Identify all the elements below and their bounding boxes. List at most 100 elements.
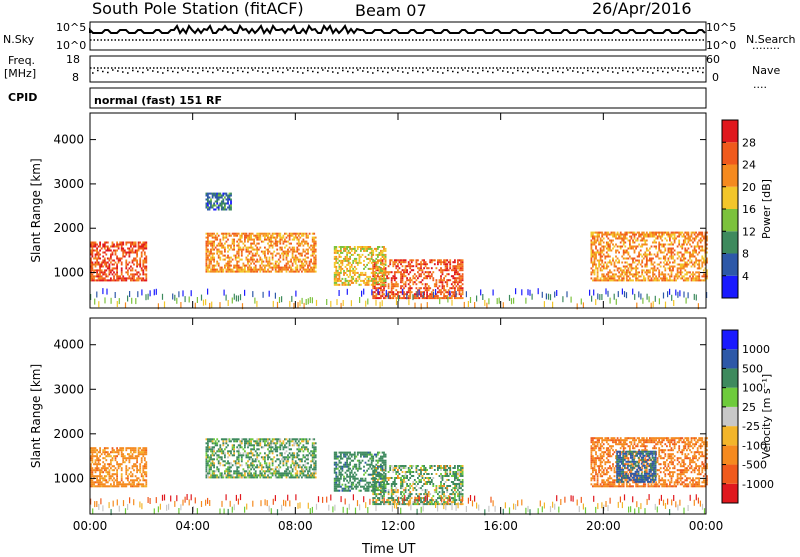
power-cell [403, 283, 405, 285]
power-cell [595, 252, 597, 254]
power-cell [594, 262, 596, 264]
velocity-cell [236, 446, 238, 448]
power-cell [342, 278, 344, 280]
power-cell [272, 267, 274, 269]
velocity-cell [218, 476, 220, 478]
power-cell [368, 248, 370, 250]
power-cell [677, 252, 679, 254]
velocity-cell [233, 446, 235, 448]
power-cell [701, 232, 703, 234]
power-cell [686, 266, 688, 268]
power-cell [612, 248, 614, 250]
power-cell [618, 279, 620, 281]
velocity-cell [372, 499, 374, 501]
power-cell [449, 263, 451, 265]
power-cell [615, 244, 617, 246]
power-cell [301, 255, 303, 257]
power-cell [230, 247, 232, 249]
power-cell [230, 271, 232, 273]
power-cell [646, 256, 648, 258]
velocity-cell [279, 438, 281, 440]
power-cell [658, 234, 660, 236]
velocity-cell [118, 453, 120, 455]
power-cell [446, 283, 448, 285]
power-cell [292, 271, 294, 273]
velocity-cell [92, 457, 94, 459]
velocity-cell [141, 475, 143, 477]
power-cell [600, 260, 602, 262]
power-cell [449, 297, 451, 299]
power-cell [414, 273, 416, 275]
power-cell [680, 252, 682, 254]
power-cell [372, 280, 374, 282]
power-cell [612, 258, 614, 260]
power-cell [654, 232, 656, 234]
power-cell [681, 232, 683, 234]
power-cell [414, 297, 416, 299]
power-cell [674, 277, 676, 279]
velocity-cell [304, 456, 306, 458]
power-cell [677, 271, 679, 273]
power-cell [385, 297, 387, 299]
power-cell [383, 280, 385, 282]
power-cell [634, 232, 636, 234]
velocity-cell [136, 471, 138, 473]
power-cell [595, 246, 597, 248]
power-noise-cell [554, 292, 555, 298]
velocity-cell [92, 475, 94, 477]
power-cell [592, 234, 594, 236]
power-cell [221, 251, 223, 253]
power-cell [597, 240, 599, 242]
power-cell [457, 297, 459, 299]
power-cell [107, 258, 109, 260]
velocity-cell [315, 476, 317, 478]
power-cell [395, 277, 397, 279]
power-cell [703, 258, 705, 260]
power-cell [303, 233, 305, 235]
power-cell [628, 275, 630, 277]
power-cell [224, 205, 226, 207]
power-cell [142, 271, 144, 273]
power-cell [374, 278, 376, 280]
power-cell [611, 279, 613, 281]
power-noise-cell [316, 300, 317, 306]
power-cell [210, 257, 212, 259]
velocity-cell [284, 472, 286, 474]
power-cell [284, 267, 286, 269]
power-cell [243, 243, 245, 245]
power-cell [634, 252, 636, 254]
power-cell [609, 246, 611, 248]
power-cell [607, 242, 609, 244]
power-cell [301, 261, 303, 263]
power-noise-cell [671, 295, 672, 301]
power-cell [694, 273, 696, 275]
power-cell [215, 205, 217, 207]
velocity-cell [224, 452, 226, 454]
power-colorbar-tick-label: 4 [742, 270, 749, 283]
power-cell [349, 258, 351, 260]
power-cell [107, 275, 109, 277]
velocity-cell [292, 470, 294, 472]
power-cell [414, 295, 416, 297]
power-cell [355, 282, 357, 284]
power-noise-cell [632, 289, 633, 295]
power-cell [440, 267, 442, 269]
power-cell [440, 259, 442, 261]
power-cell [307, 251, 309, 253]
power-cell [276, 243, 278, 245]
velocity-cell [233, 476, 235, 478]
power-cell [279, 267, 281, 269]
power-cell [256, 261, 258, 263]
power-cell [335, 260, 337, 262]
power-cell [276, 265, 278, 267]
power-cell [631, 279, 633, 281]
power-cell [614, 269, 616, 271]
power-noise-cell [343, 300, 344, 306]
power-cell [443, 285, 445, 287]
power-cell [643, 238, 645, 240]
power-noise-cell [382, 300, 383, 306]
velocity-cell [99, 481, 101, 483]
velocity-cell [301, 460, 303, 462]
power-cell [218, 195, 220, 197]
velocity-cell [259, 442, 261, 444]
